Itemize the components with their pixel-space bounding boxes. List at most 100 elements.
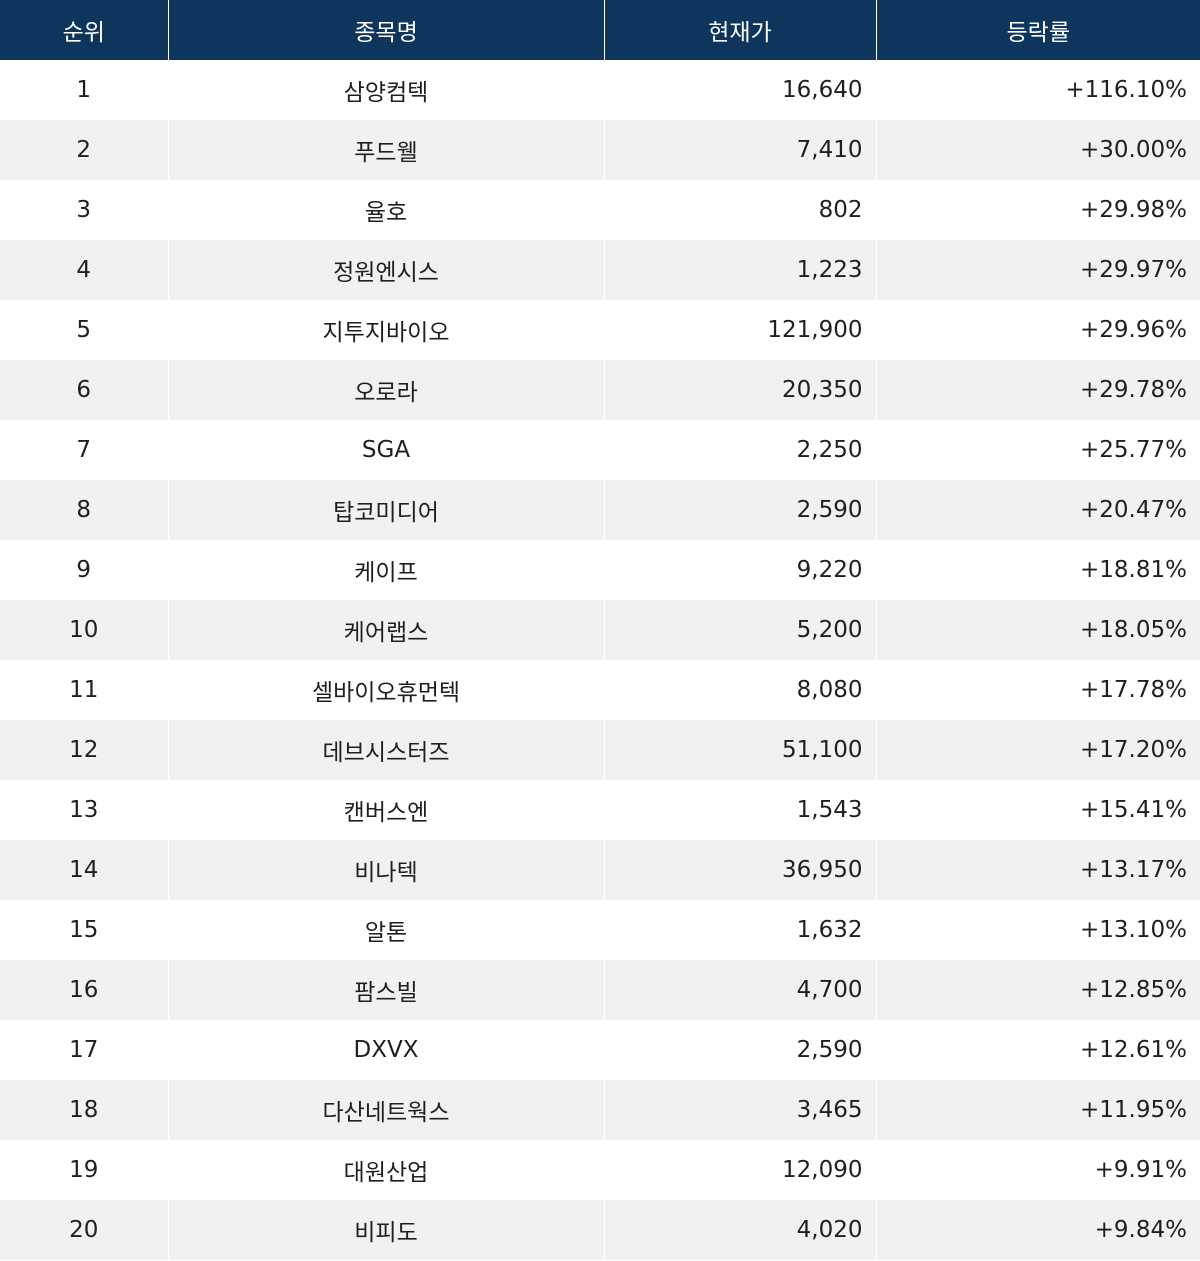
rank-cell: 9 [0,540,169,600]
change-rate-cell: +18.05% [876,600,1200,660]
change-rate-cell: +11.95% [876,1080,1200,1140]
change-rate-cell: +29.97% [876,240,1200,300]
stock-name-cell: DXVX [168,1020,605,1080]
rank-cell: 6 [0,360,169,420]
rank-cell: 11 [0,660,169,720]
table-row: 15 알톤 1,632 +13.10% [0,900,1200,960]
change-rate-cell: +20.47% [876,480,1200,540]
change-rate-cell: +12.85% [876,960,1200,1020]
header-current-price: 현재가 [604,0,877,60]
price-cell: 12,090 [604,1140,877,1200]
change-rate-cell: +116.10% [876,60,1200,120]
rank-cell: 7 [0,420,169,480]
price-cell: 3,465 [604,1080,877,1140]
table-row: 17 DXVX 2,590 +12.61% [0,1020,1200,1080]
table-row: 7 SGA 2,250 +25.77% [0,420,1200,480]
change-rate-cell: +18.81% [876,540,1200,600]
table-row: 13 캔버스엔 1,543 +15.41% [0,780,1200,840]
change-rate-cell: +17.20% [876,720,1200,780]
table-row: 18 다산네트웍스 3,465 +11.95% [0,1080,1200,1140]
change-rate-cell: +15.41% [876,780,1200,840]
stock-name-cell: 비피도 [168,1200,605,1260]
stock-name-cell: 오로라 [168,360,605,420]
table-row: 10 케어랩스 5,200 +18.05% [0,600,1200,660]
stock-name-cell: 율호 [168,180,605,240]
header-rank: 순위 [0,0,169,60]
change-rate-cell: +13.17% [876,840,1200,900]
header-row: 순위 종목명 현재가 등락률 [0,0,1200,60]
table-row: 8 탑코미디어 2,590 +20.47% [0,480,1200,540]
price-cell: 802 [604,180,877,240]
rank-cell: 20 [0,1200,169,1260]
rank-cell: 17 [0,1020,169,1080]
stock-name-cell: 탑코미디어 [168,480,605,540]
header-change-rate: 등락률 [876,0,1200,60]
price-cell: 9,220 [604,540,877,600]
price-cell: 51,100 [604,720,877,780]
stock-name-cell: 지투지바이오 [168,300,605,360]
rank-cell: 3 [0,180,169,240]
price-cell: 121,900 [604,300,877,360]
table-row: 2 푸드웰 7,410 +30.00% [0,120,1200,180]
price-cell: 16,640 [604,60,877,120]
change-rate-cell: +29.78% [876,360,1200,420]
rank-cell: 16 [0,960,169,1020]
stock-name-cell: 정원엔시스 [168,240,605,300]
price-cell: 4,020 [604,1200,877,1260]
rank-cell: 19 [0,1140,169,1200]
price-cell: 4,700 [604,960,877,1020]
table-row: 3 율호 802 +29.98% [0,180,1200,240]
rank-cell: 15 [0,900,169,960]
change-rate-cell: +29.98% [876,180,1200,240]
change-rate-cell: +17.78% [876,660,1200,720]
stock-name-cell: 삼양컴텍 [168,60,605,120]
table-row: 16 팜스빌 4,700 +12.85% [0,960,1200,1020]
table-row: 19 대원산업 12,090 +9.91% [0,1140,1200,1200]
change-rate-cell: +30.00% [876,120,1200,180]
price-cell: 1,632 [604,900,877,960]
table-row: 12 데브시스터즈 51,100 +17.20% [0,720,1200,780]
table-row: 20 비피도 4,020 +9.84% [0,1200,1200,1260]
price-cell: 2,590 [604,480,877,540]
table-row: 6 오로라 20,350 +29.78% [0,360,1200,420]
table-row: 5 지투지바이오 121,900 +29.96% [0,300,1200,360]
price-cell: 7,410 [604,120,877,180]
price-cell: 1,223 [604,240,877,300]
stock-name-cell: 캔버스엔 [168,780,605,840]
table-row: 9 케이프 9,220 +18.81% [0,540,1200,600]
price-cell: 20,350 [604,360,877,420]
rank-cell: 2 [0,120,169,180]
change-rate-cell: +9.84% [876,1200,1200,1260]
stock-name-cell: 팜스빌 [168,960,605,1020]
table-row: 4 정원엔시스 1,223 +29.97% [0,240,1200,300]
stock-name-cell: 셀바이오휴먼텍 [168,660,605,720]
stock-name-cell: 푸드웰 [168,120,605,180]
price-cell: 2,590 [604,1020,877,1080]
rank-cell: 5 [0,300,169,360]
stock-name-cell: 케이프 [168,540,605,600]
change-rate-cell: +13.10% [876,900,1200,960]
rank-cell: 14 [0,840,169,900]
rank-cell: 8 [0,480,169,540]
table-row: 1 삼양컴텍 16,640 +116.10% [0,60,1200,120]
table-body: 1 삼양컴텍 16,640 +116.10% 2 푸드웰 7,410 +30.00% 3 율호 80… [0,60,1200,1260]
stock-name-cell: SGA [168,420,605,480]
price-cell: 36,950 [604,840,877,900]
table-row: 14 비나텍 36,950 +13.17% [0,840,1200,900]
rank-cell: 1 [0,60,169,120]
stock-name-cell: 케어랩스 [168,600,605,660]
table-header: 순위 종목명 현재가 등락률 [0,0,1200,60]
table-row: 11 셀바이오휴먼텍 8,080 +17.78% [0,660,1200,720]
rank-cell: 13 [0,780,169,840]
rank-cell: 12 [0,720,169,780]
price-cell: 8,080 [604,660,877,720]
stock-name-cell: 데브시스터즈 [168,720,605,780]
stock-name-cell: 다산네트웍스 [168,1080,605,1140]
rank-cell: 4 [0,240,169,300]
change-rate-cell: +9.91% [876,1140,1200,1200]
change-rate-cell: +12.61% [876,1020,1200,1080]
price-cell: 2,250 [604,420,877,480]
price-cell: 5,200 [604,600,877,660]
header-stock-name: 종목명 [168,0,605,60]
